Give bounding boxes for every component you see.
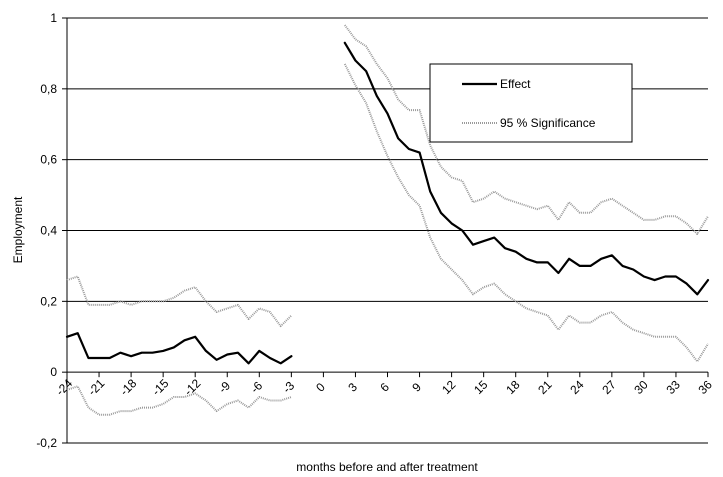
- x-tick-label: -6: [248, 378, 266, 396]
- x-tick-label: 18: [503, 377, 523, 397]
- y-tick-label: 0: [50, 365, 57, 379]
- x-tick-label: 3: [345, 380, 360, 395]
- significance-band-line: [343, 24, 709, 235]
- x-tick-label: 6: [377, 380, 392, 395]
- x-tick-labels: -24 -21 -18 -15 -12 -9 -6 -3 0 3 6 9 12 15 18 21 24 27 30 3…: [53, 372, 715, 398]
- x-tick-label: 0: [313, 380, 328, 395]
- y-tick-label: 0,8: [40, 82, 57, 96]
- gridlines: [67, 17, 708, 444]
- x-tick-label: -21: [85, 376, 107, 398]
- x-tick-label: -15: [149, 376, 171, 398]
- x-tick-label: 24: [567, 377, 587, 397]
- x-tick-label: -18: [117, 376, 139, 398]
- effect-line: [65, 332, 293, 365]
- legend-box: [429, 63, 633, 143]
- effect-line: [343, 41, 710, 296]
- x-tick-label: 36: [695, 377, 715, 397]
- y-tick-label: 0,4: [40, 224, 57, 238]
- y-tick-label: 0,6: [40, 153, 57, 167]
- x-tick-label: 12: [439, 377, 459, 397]
- legend: Effect 95 % Significance: [429, 63, 633, 143]
- y-tick-label: -0,2: [36, 436, 57, 450]
- x-tick-label: 15: [471, 377, 491, 397]
- x-tick-label: 27: [599, 377, 619, 397]
- legend-label-effect: Effect: [500, 77, 531, 91]
- y-axis-title: Employment: [11, 196, 25, 263]
- y-tick-label: 1: [50, 11, 57, 25]
- y-tick-labels: -0,2 0 0,2 0,4 0,6 0,8 1: [36, 11, 67, 450]
- x-tick-label: 9: [409, 380, 424, 395]
- x-tick-label: -3: [280, 378, 298, 396]
- x-tick-label: -24: [53, 376, 75, 398]
- x-tick-label: 21: [535, 377, 555, 397]
- x-tick-label: -9: [216, 378, 234, 396]
- x-axis-title: months before and after treatment: [296, 460, 478, 474]
- x-tick-label: 33: [663, 377, 683, 397]
- series-lines: [65, 24, 710, 416]
- legend-label-significance: 95 % Significance: [500, 116, 596, 130]
- significance-band-line: [66, 385, 292, 416]
- x-tick-label: -12: [181, 376, 203, 398]
- x-tick-label: 30: [631, 377, 651, 397]
- y-tick-label: 0,2: [40, 294, 57, 308]
